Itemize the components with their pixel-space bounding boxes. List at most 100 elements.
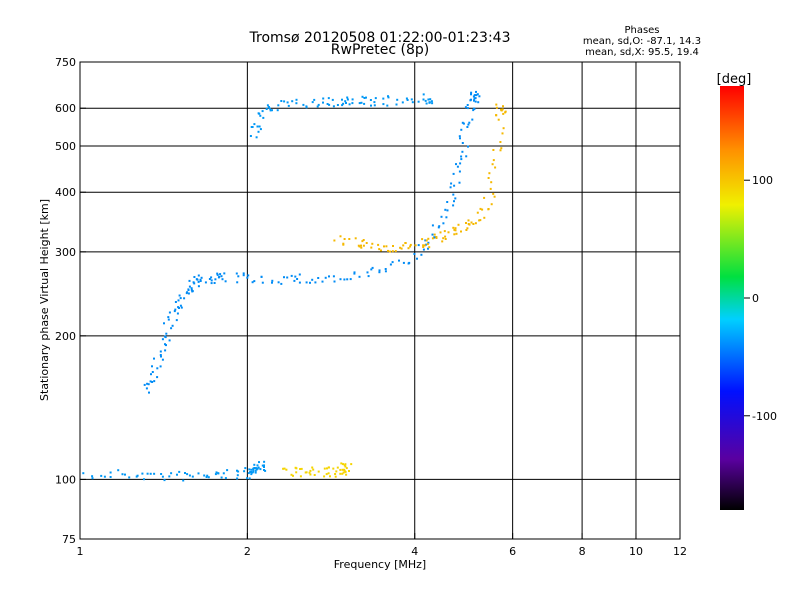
data-point: [252, 467, 255, 470]
data-point: [401, 101, 404, 104]
data-point: [170, 327, 173, 330]
data-point: [109, 471, 112, 474]
data-point: [214, 278, 217, 281]
x-tick-label: 1: [77, 545, 84, 558]
data-point: [490, 203, 493, 206]
data-point: [109, 476, 112, 478]
data-point: [346, 278, 349, 281]
data-point: [348, 470, 350, 472]
data-point: [343, 468, 345, 471]
data-point: [214, 473, 217, 476]
data-point: [342, 242, 345, 245]
data-point: [163, 322, 165, 325]
data-point: [250, 468, 253, 471]
data-point: [462, 122, 465, 125]
data-point: [277, 104, 280, 107]
data-point: [502, 112, 505, 115]
x-tick-label: 6: [509, 545, 516, 558]
data-point: [271, 281, 273, 284]
data-point: [290, 473, 293, 476]
data-point: [431, 237, 434, 240]
data-point: [453, 228, 456, 231]
data-point: [501, 132, 504, 135]
data-point: [476, 211, 479, 214]
data-point: [197, 274, 200, 277]
data-point: [370, 268, 373, 271]
y-tick-label: 500: [55, 140, 76, 153]
data-point: [308, 471, 311, 474]
data-point: [431, 102, 434, 105]
data-point: [465, 155, 468, 158]
data-point: [160, 473, 163, 475]
data-point: [173, 310, 176, 313]
data-point: [328, 275, 330, 278]
data-point: [473, 97, 476, 100]
data-point: [494, 166, 497, 169]
data-point: [124, 473, 126, 476]
data-point: [447, 231, 450, 234]
data-point: [458, 181, 461, 184]
data-point: [453, 184, 456, 187]
data-point: [464, 106, 467, 109]
data-point: [294, 466, 297, 469]
data-point: [483, 196, 486, 199]
data-point: [293, 279, 296, 282]
data-point: [221, 278, 224, 281]
data-point: [91, 477, 94, 480]
data-point: [167, 318, 170, 321]
data-point: [343, 278, 346, 281]
data-point: [317, 103, 320, 106]
data-point: [495, 114, 498, 117]
data-point: [309, 469, 312, 472]
data-point: [260, 275, 263, 278]
data-point: [200, 276, 203, 279]
data-point: [251, 281, 254, 284]
data-point: [373, 101, 376, 104]
data-point: [313, 474, 316, 476]
data-point: [453, 233, 456, 236]
data-point: [387, 96, 390, 99]
data-point: [255, 136, 258, 139]
data-point: [271, 279, 274, 282]
data-point: [373, 104, 376, 107]
data-point: [360, 101, 363, 104]
data-point: [444, 208, 447, 211]
data-point: [500, 147, 503, 150]
data-point: [149, 472, 152, 475]
data-point: [256, 467, 259, 470]
data-point: [336, 104, 339, 106]
data-point: [470, 98, 472, 101]
data-point: [161, 358, 164, 361]
colorbar-ticks: 100 0 -100: [744, 174, 777, 423]
data-point: [283, 276, 285, 279]
data-point: [224, 477, 227, 480]
data-point: [295, 471, 298, 474]
data-point: [459, 137, 461, 140]
x-axis-label: Frequency [MHz]: [334, 558, 426, 571]
data-point: [422, 244, 425, 247]
data-point: [216, 272, 219, 275]
data-point: [454, 197, 457, 200]
data-point: [313, 98, 316, 101]
data-point: [256, 464, 259, 467]
data-point: [474, 222, 477, 225]
x-tick-label: 2: [244, 545, 251, 558]
data-point: [121, 473, 124, 476]
data-point: [165, 332, 168, 335]
data-point: [422, 98, 425, 101]
data-point: [466, 227, 469, 230]
data-point: [263, 460, 266, 463]
data-point: [312, 468, 315, 471]
data-point: [180, 306, 183, 309]
data-point: [264, 469, 267, 472]
data-point: [369, 99, 372, 101]
data-point: [300, 467, 303, 470]
data-point: [197, 285, 200, 288]
data-point: [341, 472, 344, 475]
data-point: [186, 473, 189, 476]
data-point: [392, 245, 394, 247]
data-point: [394, 250, 397, 253]
data-point: [345, 102, 347, 104]
data-point: [489, 187, 492, 190]
data-point: [371, 242, 374, 245]
